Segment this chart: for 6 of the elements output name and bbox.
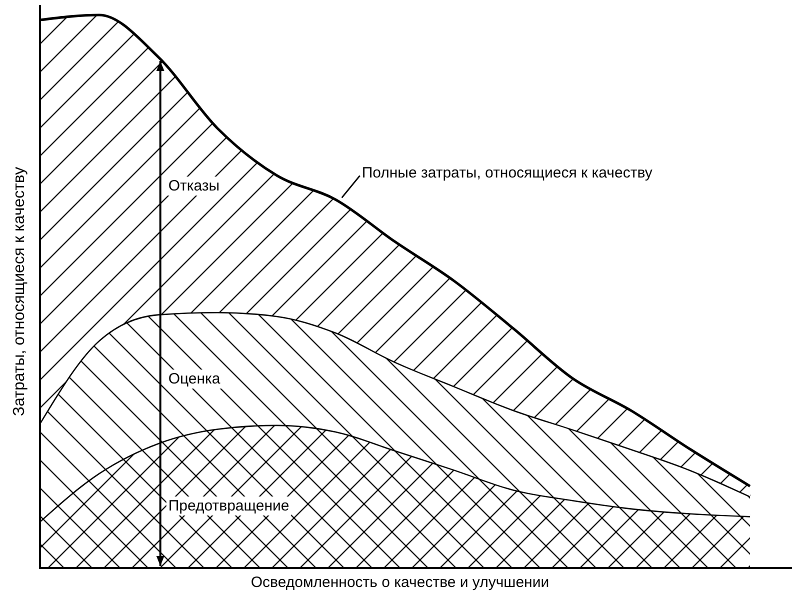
y-axis-title: Затраты, относящиеся к качеству	[11, 166, 28, 416]
series-label: Предотвращение	[168, 498, 290, 515]
annotation: Полные затраты, относящиеся к качеству	[362, 164, 653, 182]
series-label: Оценка	[168, 370, 221, 388]
x-axis-title: Осведомленность о качестве и улучшении	[250, 574, 550, 591]
series-label: Отказы	[168, 178, 220, 195]
